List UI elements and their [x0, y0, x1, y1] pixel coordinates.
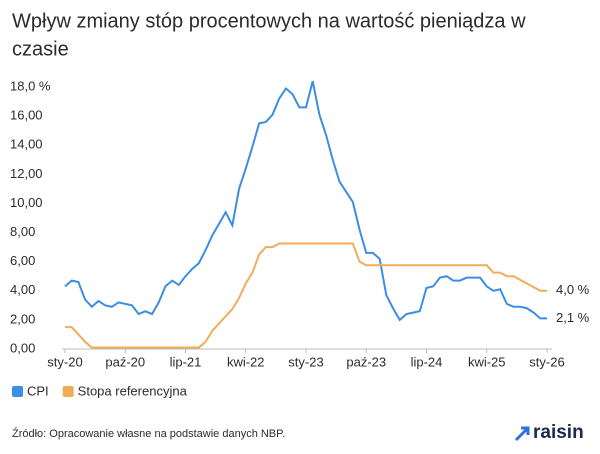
- x-tick-label: kwi-25: [468, 354, 506, 369]
- x-tick-label: sty-26: [529, 354, 564, 369]
- value-label: 2,1 %: [556, 310, 590, 325]
- y-tick-label: 12,00: [10, 166, 43, 181]
- legend-swatch: [62, 386, 74, 397]
- chart-title: czasie: [12, 38, 69, 60]
- legend-swatch: [12, 386, 23, 397]
- x-tick-label: sty-20: [47, 354, 82, 369]
- x-tick-label: lip-21: [170, 354, 202, 369]
- y-tick-label: 18,0 %: [10, 78, 51, 93]
- x-tick-label: lip-24: [411, 354, 443, 369]
- y-tick-label: 0,00: [10, 340, 35, 355]
- source: Źródło: Opracowanie własne na podstawie …: [12, 427, 285, 440]
- legend-label: Stopa referencyjna: [78, 383, 188, 398]
- x-tick-label: kwi-22: [227, 354, 265, 369]
- logo-icon: [514, 426, 530, 442]
- y-tick-label: 14,00: [10, 137, 43, 152]
- y-tick-label: 10,00: [10, 195, 43, 210]
- x-tick-label: paź-20: [105, 354, 145, 369]
- y-tick-label: 4,00: [10, 282, 35, 297]
- y-tick-label: 6,00: [10, 253, 35, 268]
- value-label: 4,0 %: [556, 282, 590, 297]
- x-tick-label: sty-23: [288, 354, 323, 369]
- logo: raisin: [533, 422, 584, 443]
- y-tick-label: 16,00: [10, 108, 43, 123]
- y-tick-label: 8,00: [10, 224, 35, 239]
- legend-label: CPI: [27, 383, 49, 398]
- line: [64, 80, 547, 322]
- x-tick-label: paź-23: [346, 354, 386, 369]
- y-tick-label: 2,00: [10, 311, 35, 326]
- chart-title: Wpływ zmiany stóp procentowych na wartoś…: [12, 10, 526, 32]
- line: [65, 242, 547, 349]
